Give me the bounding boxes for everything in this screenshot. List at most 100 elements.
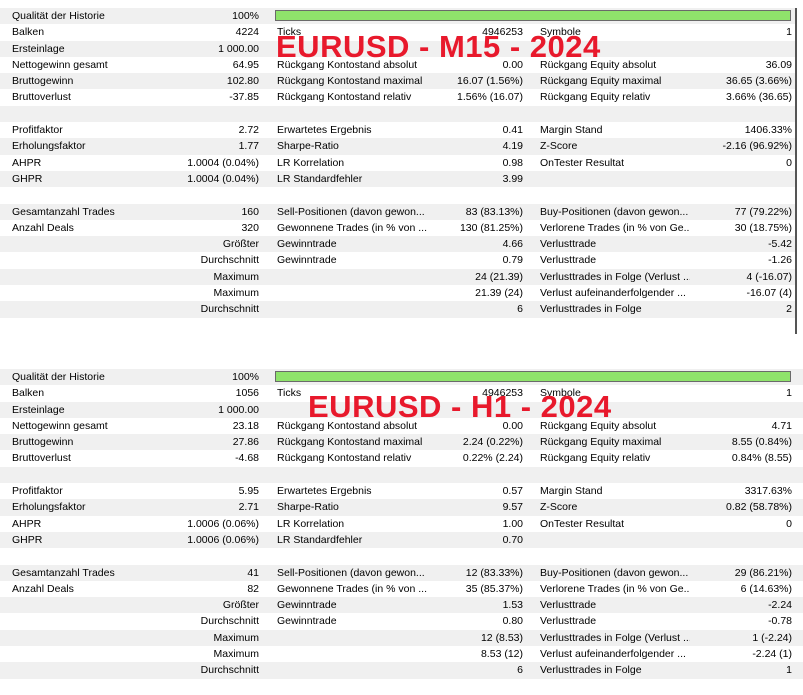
metric-value: 3.66% (36.65)	[726, 91, 792, 104]
metric-label: Margin Stand	[540, 124, 603, 137]
trailing-row	[0, 318, 795, 334]
metric-value: Durchschnitt	[200, 615, 259, 628]
metric-value: 0.84% (8.55)	[731, 452, 792, 465]
stats-row: Gesamtanzahl Trades 41 Sell-Positionen (da…	[0, 564, 803, 581]
metric-label: Erwartetes Ergebnis	[277, 485, 372, 498]
metric-label: Gewinntrade	[277, 599, 337, 612]
stats-row: Profitfaktor 2.72 Erwartetes Ergebnis 0.41 M…	[0, 122, 795, 138]
metric-value: 4.19	[502, 140, 523, 153]
metric-label: Verlusttrade	[540, 615, 597, 628]
stats-row: Durchschnitt Gewinntrade 0.79 Verlusttrade -…	[0, 252, 795, 268]
metric-label: Verlust aufeinanderfolgender ...	[540, 648, 686, 661]
report-h1: Qualität der Historie 100% Balken 1056 Ticks…	[0, 369, 803, 695]
metric-value: 1.77	[238, 140, 259, 153]
metric-label: Verlusttrades in Folge	[540, 664, 642, 677]
metric-value: 8.55 (0.84%)	[731, 436, 792, 449]
stats-row: GHPR 1.0004 (0.04%) LR Standardfehler 3.99	[0, 170, 795, 188]
metric-label: Rückgang Kontostand maximal	[277, 436, 423, 449]
metric-value: 6	[517, 303, 523, 316]
metric-value: 102.80	[226, 75, 259, 88]
metric-value: 41	[247, 566, 259, 579]
stats-row: Durchschnitt 6 Verlusttrades in Folge 1	[0, 662, 803, 679]
metric-label: Rückgang Equity maximal	[540, 436, 662, 449]
metric-label: Nettogewinn gesamt	[12, 419, 108, 432]
metric-label: Rückgang Kontostand relativ	[277, 452, 412, 465]
metric-label: AHPR	[12, 156, 42, 169]
metric-value: 1.56% (16.07)	[457, 91, 523, 104]
metric-value: 82	[247, 582, 259, 595]
metric-label: Verlusttrade	[540, 254, 597, 267]
stats-row: Maximum 12 (8.53) Verlusttrades in Folge (…	[0, 629, 803, 647]
metric-label: Gewinntrade	[277, 615, 337, 628]
metric-label: Margin Stand	[540, 485, 603, 498]
metric-label: Balken	[12, 26, 45, 39]
metric-value: 0	[786, 517, 792, 530]
quality-value: 100%	[232, 371, 259, 383]
metric-value: 4 (-16.07)	[746, 270, 792, 283]
stats-row: Bruttogewinn 102.80 Rückgang Kontostand ma…	[0, 73, 795, 90]
metric-label: Rückgang Kontostand absolut	[277, 419, 418, 432]
metric-label: Erholungsfaktor	[12, 501, 86, 514]
metric-value: 4.66	[502, 238, 523, 251]
metric-label: Buy-Positionen (davon gewon...	[540, 566, 689, 579]
stats-row: Profitfaktor 5.95 Erwartetes Ergebnis 0.57 M…	[0, 483, 803, 499]
metric-value: 1	[786, 664, 792, 677]
metric-value: 4224	[235, 26, 259, 39]
metric-value: 29 (86.21%)	[734, 566, 792, 579]
quality-row: Qualität der Historie 100%	[0, 8, 795, 25]
metric-value: 1.00	[502, 517, 523, 530]
metric-label: Verlusttrades in Folge (Verlust ...	[540, 631, 690, 644]
metric-value: 0.00	[502, 419, 523, 432]
stats-row: Bruttoverlust -37.85 Rückgang Kontostand r…	[0, 89, 795, 105]
metric-label: Erholungsfaktor	[12, 140, 86, 153]
quality-label: Qualität der Historie	[12, 371, 105, 383]
stats-row: Balken 1056 Ticks 4946253 Symbole 1	[0, 385, 803, 401]
metric-value: 3317.63%	[744, 485, 792, 498]
quality-label: Qualität der Historie	[12, 10, 105, 22]
metric-value: 0.98	[502, 156, 523, 169]
trailing-row	[0, 679, 803, 695]
metric-label: Z-Score	[540, 140, 578, 153]
metric-label: Rückgang Equity maximal	[540, 75, 662, 88]
metric-value: 0.57	[502, 485, 523, 498]
metric-label: Gewonnene Trades (in % von ...	[277, 582, 427, 595]
metric-value: 1 000.00	[218, 403, 259, 416]
metric-label: OnTester Resultat	[540, 156, 625, 169]
metric-label: Ticks	[277, 387, 302, 400]
metric-label: Gewinntrade	[277, 254, 337, 267]
metric-value: 36.09	[765, 58, 792, 71]
section-gap	[0, 187, 795, 203]
metric-value: 21.39 (24)	[475, 287, 523, 300]
stats-row: Erholungsfaktor 1.77 Sharpe-Ratio 4.19 Z-Sco…	[0, 138, 795, 155]
stats-row: Größter Gewinntrade 1.53 Verlusttrade -2.24	[0, 597, 803, 614]
metric-value: 77 (79.22%)	[734, 205, 792, 218]
metric-value: -16.07 (4)	[746, 287, 792, 300]
metric-value: -2.24 (1)	[752, 648, 792, 661]
metric-value: 1	[786, 26, 792, 39]
stats-row: AHPR 1.0006 (0.06%) LR Korrelation 1.00 OnTe…	[0, 516, 803, 532]
stats-row: Durchschnitt 6 Verlusttrades in Folge 2	[0, 301, 795, 318]
metric-label: Ticks	[277, 26, 302, 39]
metric-value: 1.0006 (0.06%)	[187, 517, 259, 530]
metric-label: Sell-Positionen (davon gewon...	[277, 566, 425, 579]
stats-row: Maximum 21.39 (24) Verlust aufeinanderfolg…	[0, 285, 795, 301]
metric-label: Gesamtanzahl Trades	[12, 205, 115, 218]
metric-value: 0.70	[502, 533, 523, 546]
stats-row: Anzahl Deals 320 Gewonnene Trades (in % vo…	[0, 220, 795, 236]
metric-value: 4946253	[482, 387, 523, 400]
metric-label: Ersteinlage	[12, 42, 65, 55]
stats-row: Gesamtanzahl Trades 160 Sell-Positionen (d…	[0, 203, 795, 220]
metric-value: 1 (-2.24)	[752, 631, 792, 644]
metric-label: Gewonnene Trades (in % von ...	[277, 221, 427, 234]
stats-row: Bruttogewinn 27.86 Rückgang Kontostand max…	[0, 434, 803, 451]
metric-value: 1.53	[502, 599, 523, 612]
metric-label: Verlusttrades in Folge	[540, 303, 642, 316]
stats-row: Anzahl Deals 82 Gewonnene Trades (in % von…	[0, 581, 803, 597]
stats-row: Bruttoverlust -4.68 Rückgang Kontostand re…	[0, 450, 803, 466]
metric-value: 23.18	[232, 419, 259, 432]
metric-label: Bruttogewinn	[12, 436, 74, 449]
metric-value: 1 000.00	[218, 42, 259, 55]
metric-value: 2.71	[238, 501, 259, 514]
metric-label: Symbole	[540, 26, 581, 39]
metric-label: Verlorene Trades (in % von Ge...	[540, 582, 690, 595]
